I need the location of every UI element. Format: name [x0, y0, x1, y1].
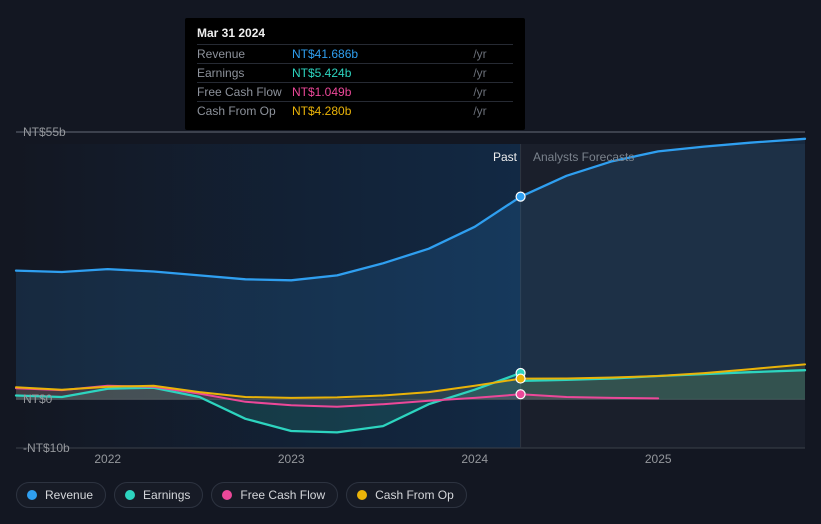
y-axis-tick-label: NT$0 [23, 392, 52, 406]
x-axis-tick-label: 2024 [461, 452, 488, 466]
tooltip-row-name: Free Cash Flow [197, 83, 292, 102]
legend-dot-icon [222, 490, 232, 500]
region-label-past: Past [493, 150, 517, 164]
tooltip-row-name: Earnings [197, 64, 292, 83]
tooltip-table: RevenueNT$41.686b/yrEarningsNT$5.424b/yr… [197, 44, 513, 120]
legend-item-fcf[interactable]: Free Cash Flow [211, 482, 338, 508]
tooltip-row-unit: /yr [471, 45, 513, 64]
legend-item-earnings[interactable]: Earnings [114, 482, 203, 508]
region-label-forecast: Analysts Forecasts [533, 150, 634, 164]
y-axis-tick-label: NT$55b [23, 125, 66, 139]
legend-item-label: Revenue [45, 488, 93, 502]
tooltip-row-name: Cash From Op [197, 102, 292, 121]
tooltip-row-value: NT$4.280b [292, 102, 471, 121]
tooltip-row-name: Revenue [197, 45, 292, 64]
legend-dot-icon [27, 490, 37, 500]
legend-item-label: Cash From Op [375, 488, 454, 502]
x-axis-tick-label: 2023 [278, 452, 305, 466]
x-axis-tick-label: 2025 [645, 452, 672, 466]
tooltip-row-value: NT$41.686b [292, 45, 471, 64]
legend-dot-icon [357, 490, 367, 500]
chart-tooltip: Mar 31 2024 RevenueNT$41.686b/yrEarnings… [185, 18, 525, 130]
legend-item-revenue[interactable]: Revenue [16, 482, 106, 508]
legend-item-label: Free Cash Flow [240, 488, 325, 502]
legend-dot-icon [125, 490, 135, 500]
x-axis-tick-label: 2022 [94, 452, 121, 466]
tooltip-row: Free Cash FlowNT$1.049b/yr [197, 83, 513, 102]
tooltip-row: Cash From OpNT$4.280b/yr [197, 102, 513, 121]
y-axis-tick-label: -NT$10b [23, 441, 70, 455]
financials-chart: NT$55bNT$0-NT$10b 2022202320242025 Past … [0, 0, 821, 524]
tooltip-date: Mar 31 2024 [197, 26, 513, 44]
tooltip-row-unit: /yr [471, 64, 513, 83]
legend-item-cfo[interactable]: Cash From Op [346, 482, 467, 508]
tooltip-row: EarningsNT$5.424b/yr [197, 64, 513, 83]
tooltip-row-value: NT$1.049b [292, 83, 471, 102]
legend-item-label: Earnings [143, 488, 190, 502]
tooltip-row: RevenueNT$41.686b/yr [197, 45, 513, 64]
tooltip-row-unit: /yr [471, 83, 513, 102]
tooltip-row-value: NT$5.424b [292, 64, 471, 83]
tooltip-row-unit: /yr [471, 102, 513, 121]
chart-legend: Revenue Earnings Free Cash Flow Cash From O… [16, 482, 467, 508]
